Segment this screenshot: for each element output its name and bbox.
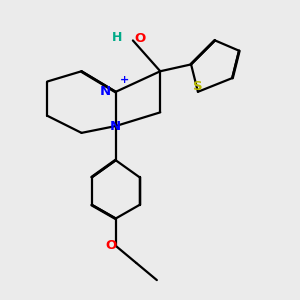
Text: N: N — [100, 85, 111, 98]
Text: H: H — [112, 31, 123, 44]
Text: N: N — [110, 119, 121, 133]
Text: +: + — [120, 75, 129, 85]
Text: O: O — [135, 32, 146, 45]
Text: S: S — [193, 80, 203, 93]
Text: O: O — [105, 239, 116, 252]
